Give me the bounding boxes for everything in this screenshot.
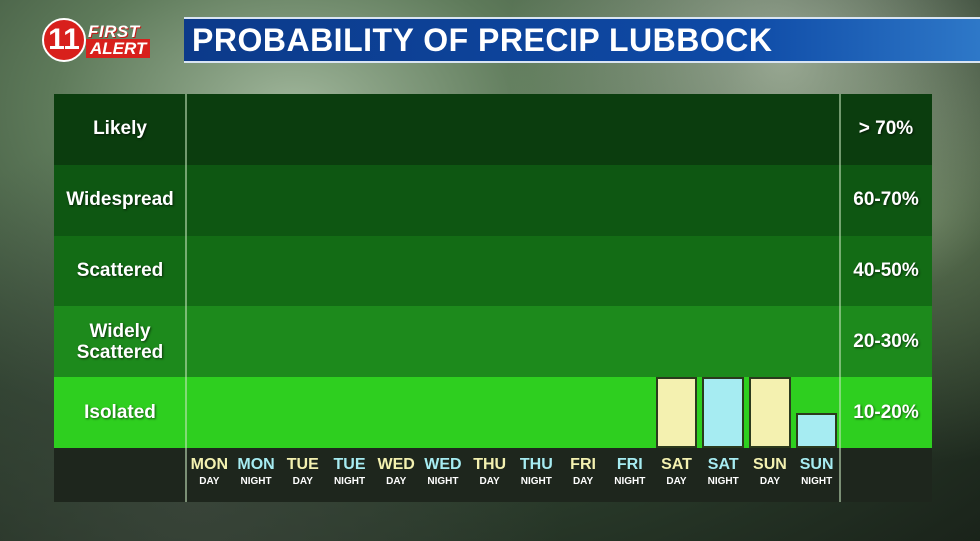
tick-label-day: SAT [707, 456, 739, 473]
tick-label-period: NIGHT [240, 476, 272, 487]
tick-label-thu-day: THU DAY [468, 457, 512, 487]
tick-label-day: TUE [286, 456, 319, 473]
page-title: PROBABILITY OF PRECIP LUBBOCK [192, 22, 773, 58]
tick-label-wed-day: WED DAY [374, 457, 418, 487]
tick-label-period: DAY [479, 476, 500, 487]
left-divider [185, 94, 187, 502]
band-label: Scattered [76, 260, 164, 281]
tick-label-fri-day: FRI DAY [561, 457, 605, 487]
band-range-label: 10-20% [853, 401, 919, 423]
tick-label-mon-day: MON DAY [187, 457, 231, 487]
logo-text: FIRST ALERT [82, 22, 166, 58]
day-axis-strip [54, 448, 932, 502]
tick-label-day: TUE [333, 456, 366, 473]
band-range-label: 60-70% [853, 189, 919, 211]
logo-first: FIRST [88, 22, 140, 41]
tick-label-period: NIGHT [801, 476, 833, 487]
tick-label-period: NIGHT [427, 476, 459, 487]
band-label: Isolated [84, 401, 156, 423]
tick-label-sun-day: SUN DAY [748, 457, 792, 487]
tick-label-period: NIGHT [333, 476, 366, 487]
tick-label-day: THU [473, 456, 507, 473]
band-widespread [54, 164, 932, 236]
bar-sun-day [749, 377, 791, 448]
band-range-label: > 70% [858, 118, 914, 140]
right-divider [839, 94, 841, 502]
band-label: Widely Scattered [76, 320, 164, 363]
title-bar: PROBABILITY OF PRECIP LUBBOCK [184, 17, 980, 63]
tick-label-period: DAY [386, 476, 407, 487]
tick-label-fri-night: FRI NIGHT [608, 457, 652, 487]
tick-label-sat-night: SAT NIGHT [701, 457, 745, 487]
tick-label-tue-day: TUE DAY [281, 457, 325, 487]
band-widely-scattered [54, 306, 932, 378]
tick-label-day: WED [424, 456, 462, 473]
tick-label-period: DAY [666, 476, 687, 487]
band-range-label: 20-30% [853, 330, 919, 352]
logo-number: 11 [42, 18, 86, 62]
band-likely [54, 94, 932, 165]
tick-label-day: SAT [661, 456, 692, 473]
band-label: Likely [93, 118, 147, 140]
band-scattered [54, 235, 932, 307]
tick-label-day: WED [377, 456, 415, 473]
tick-label-period: NIGHT [520, 476, 552, 487]
band-label: Widespread [66, 189, 174, 211]
tick-label-day: FRI [616, 456, 643, 473]
tick-label-day: SUN [753, 456, 787, 473]
tick-label-period: NIGHT [707, 476, 739, 487]
tick-label-thu-night: THU NIGHT [514, 457, 558, 487]
band-range-label: 40-50% [853, 260, 919, 281]
tick-label-day: MON [190, 456, 228, 473]
tick-label-period: NIGHT [614, 476, 646, 487]
tick-label-period: DAY [572, 476, 594, 487]
tick-label-period: DAY [199, 476, 220, 487]
tick-label-mon-night: MON NIGHT [234, 457, 278, 487]
tick-label-day: MON [237, 456, 275, 473]
tick-label-day: FRI [570, 456, 596, 473]
precip-chart: Likely > 70% Widespread 60-70% Scattered 40-5… [54, 94, 932, 502]
bar-sat-day [655, 377, 698, 448]
tick-label-sun-night: SUN NIGHT [795, 457, 839, 487]
tick-label-sat-day: SAT DAY [655, 457, 699, 487]
tick-label-day: SUN [799, 456, 834, 473]
bar-sun-night [795, 412, 838, 448]
tick-label-period: DAY [759, 476, 781, 487]
logo-alert: ALERT [86, 39, 151, 58]
tick-label-tue-night: TUE NIGHT [328, 457, 372, 487]
tick-label-day: THU [519, 456, 553, 473]
tick-label-period: DAY [292, 476, 313, 487]
first-alert-logo: 11 FIRST ALERT [42, 18, 168, 62]
bar-sat-night [702, 377, 745, 448]
tick-label-wed-night: WED NIGHT [421, 457, 465, 487]
